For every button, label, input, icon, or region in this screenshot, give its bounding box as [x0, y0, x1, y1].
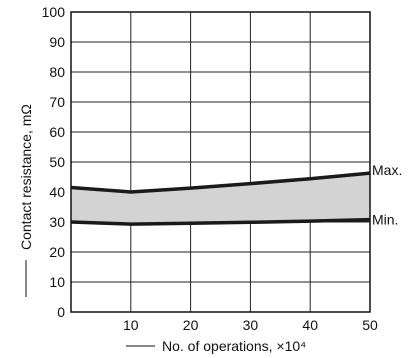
series-labels: Max. Min.: [372, 162, 402, 228]
y-tick-label-4: 40: [49, 184, 65, 200]
grid-lines: [71, 11, 371, 313]
x-axis-title-group: No. of operations, ×10⁴: [126, 338, 306, 354]
x-axis-ticks: 10 20 30 40 50: [123, 317, 378, 333]
y-tick-label-10: 100: [42, 4, 66, 20]
x-tick-label-2: 30: [243, 317, 259, 333]
y-tick-label-5: 50: [49, 154, 65, 170]
x-tick-label-0: 10: [123, 317, 139, 333]
y-tick-label-8: 80: [49, 64, 65, 80]
y-tick-label-3: 30: [49, 214, 65, 230]
y-axis-title: Contact resistance, mΩ: [18, 104, 34, 250]
y-tick-label-9: 90: [49, 34, 65, 50]
y-axis-ticks: 0 10 20 30 40 50 60 70 80 90 100: [42, 4, 66, 320]
x-tick-label-3: 40: [302, 317, 318, 333]
y-tick-label-7: 70: [49, 94, 65, 110]
min-series-line: [70, 217, 371, 226]
y-tick-label-2: 20: [49, 244, 65, 260]
y-tick-label-1: 10: [49, 274, 65, 290]
max-series-line: [70, 171, 371, 194]
x-axis-title: No. of operations, ×10⁴: [162, 338, 306, 354]
resistance-band: [71, 173, 370, 225]
y-axis-title-group: Contact resistance, mΩ: [18, 104, 34, 297]
plot-frame: [70, 11, 371, 313]
series-label-min: Min.: [372, 212, 398, 228]
x-tick-label-4: 50: [362, 317, 378, 333]
y-tick-label-0: 0: [57, 304, 65, 320]
y-tick-label-6: 60: [49, 124, 65, 140]
x-tick-label-1: 20: [183, 317, 199, 333]
series-label-max: Max.: [372, 162, 402, 178]
